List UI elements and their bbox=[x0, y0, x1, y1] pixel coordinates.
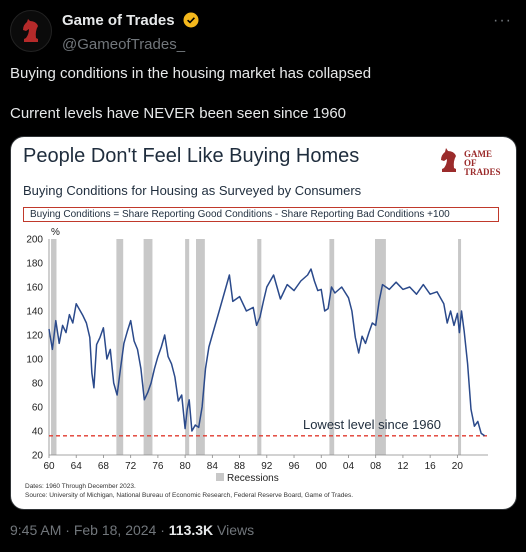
chart-plot: 20 40 60 80 100 120 140 160 180 200% 60 64 68 72 76 80 8… bbox=[26, 227, 488, 484]
x-tick-label: 88 bbox=[234, 461, 246, 472]
more-options-icon[interactable]: ··· bbox=[493, 12, 512, 29]
tweet-time[interactable]: 9:45 AM bbox=[10, 522, 62, 538]
y-tick-label: 60 bbox=[32, 403, 44, 414]
lowest-level-annotation: Lowest level since 1960 bbox=[303, 417, 441, 432]
y-tick-label: 200 bbox=[26, 235, 43, 246]
author-names: Game of Trades @GameofTrades_ bbox=[62, 12, 199, 53]
x-tick-label: 92 bbox=[261, 461, 273, 472]
views-count: 113.3K bbox=[168, 522, 214, 538]
x-tick-label: 72 bbox=[125, 461, 137, 472]
recession-band bbox=[116, 239, 124, 455]
y-tick-label: 180 bbox=[26, 259, 43, 270]
tweet-line-2: Current levels have NEVER been seen sinc… bbox=[10, 105, 347, 122]
chess-knight-icon bbox=[23, 19, 38, 42]
verified-badge-icon bbox=[183, 12, 199, 33]
logo-text-line-1: GAME OF bbox=[464, 149, 492, 168]
y-tick-label: 80 bbox=[32, 379, 44, 390]
recession-band bbox=[143, 239, 153, 455]
x-tick-label: 20 bbox=[452, 461, 464, 472]
game-of-trades-logo: GAME OF TRADES bbox=[436, 143, 506, 177]
logo-knight-icon bbox=[441, 148, 456, 172]
x-tick-label: 84 bbox=[207, 461, 219, 472]
x-tick-label: 12 bbox=[397, 461, 409, 472]
x-tick-label: 04 bbox=[343, 461, 355, 472]
chart-subtitle: Buying Conditions for Housing as Surveye… bbox=[23, 183, 362, 198]
y-tick-label: 40 bbox=[32, 427, 44, 438]
handle[interactable]: @GameofTrades_ bbox=[62, 36, 186, 53]
recession-band bbox=[458, 239, 462, 455]
y-tick-label: 100 bbox=[26, 355, 43, 366]
tweet-text: Buying conditions in the housing market … bbox=[10, 64, 516, 144]
footer-separator: · bbox=[61, 522, 74, 538]
buying-conditions-line bbox=[48, 268, 486, 437]
recession-band bbox=[329, 239, 335, 455]
y-tick-label: 20 bbox=[32, 451, 44, 462]
tweet-footer: 9:45 AM · Feb 18, 2024 · 113.3K Views bbox=[10, 522, 254, 538]
logo-text-line-2: TRADES bbox=[464, 167, 501, 177]
recession-band bbox=[375, 239, 386, 455]
recession-band bbox=[257, 239, 262, 455]
recession-band bbox=[51, 239, 57, 455]
tweet-date[interactable]: Feb 18, 2024 bbox=[73, 522, 157, 538]
x-tick-label: 76 bbox=[152, 461, 164, 472]
chart-title: People Don't Feel Like Buying Homes bbox=[23, 145, 360, 167]
x-tick-label: 16 bbox=[425, 461, 437, 472]
chart-formula: Buying Conditions = Share Reporting Good… bbox=[23, 207, 499, 222]
y-axis-unit-label: % bbox=[51, 227, 60, 238]
x-tick-label: 60 bbox=[43, 461, 55, 472]
chart-dates-note: Dates: 1960 Through December 2023. bbox=[25, 483, 136, 490]
x-tick-label: 64 bbox=[71, 461, 83, 472]
recession-band bbox=[185, 239, 190, 455]
tweet-media-chart[interactable]: People Don't Feel Like Buying Homes Buyi… bbox=[10, 136, 517, 510]
tweet-line-1: Buying conditions in the housing market … bbox=[10, 65, 372, 82]
footer-separator: · bbox=[156, 522, 169, 538]
avatar[interactable] bbox=[10, 10, 52, 52]
x-tick-label: 68 bbox=[98, 461, 110, 472]
display-name[interactable]: Game of Trades bbox=[62, 12, 175, 29]
x-tick-label: 00 bbox=[316, 461, 328, 472]
x-tick-label: 80 bbox=[180, 461, 192, 472]
legend-recession-swatch bbox=[216, 473, 224, 481]
recession-band bbox=[196, 239, 205, 455]
tweet-header: Game of Trades @GameofTrades_ ··· bbox=[10, 8, 516, 53]
legend-recession-label: Recessions bbox=[227, 473, 279, 484]
chart-source-note: Source: University of Michigan, National… bbox=[25, 492, 354, 499]
x-tick-label: 08 bbox=[370, 461, 382, 472]
y-tick-label: 140 bbox=[26, 307, 43, 318]
views-label: Views bbox=[213, 522, 255, 538]
x-tick-label: 96 bbox=[288, 461, 300, 472]
y-tick-label: 160 bbox=[26, 283, 43, 294]
y-tick-label: 120 bbox=[26, 331, 43, 342]
